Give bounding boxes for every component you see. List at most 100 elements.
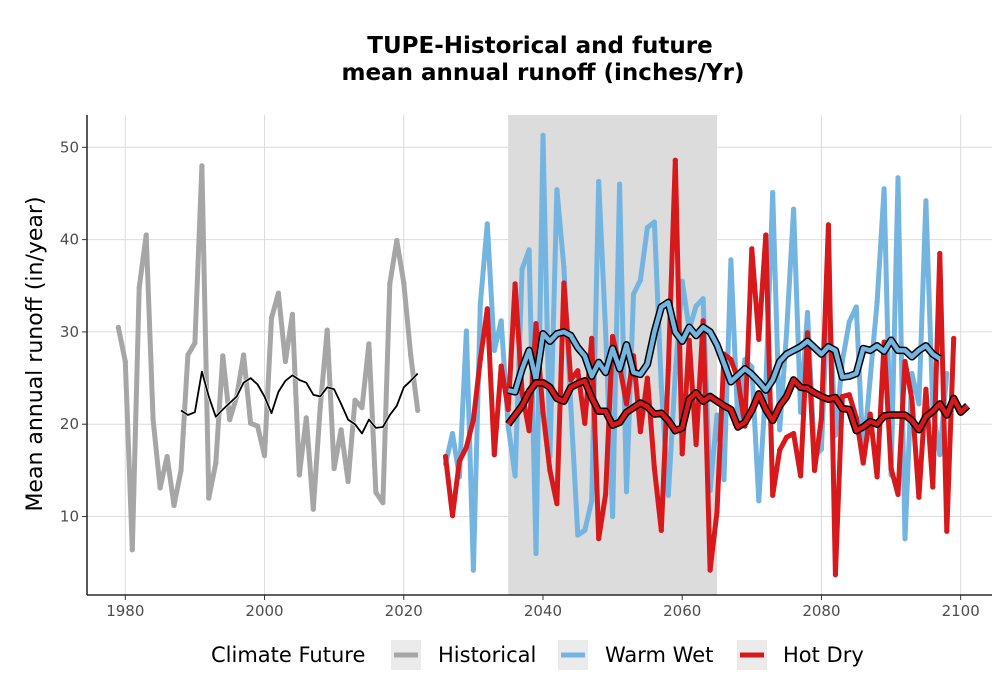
x-tick-label: 2060 — [663, 602, 701, 620]
data-point-hot-dry — [895, 491, 901, 497]
data-point-hot-dry — [777, 447, 783, 453]
data-point-historical — [192, 340, 198, 346]
data-point-warm-wet — [721, 477, 727, 483]
smoothed-lines — [180, 298, 971, 435]
data-point-historical — [171, 502, 177, 509]
data-point-historical — [387, 281, 393, 287]
axes: 10 20 30 40 50 1980 2000 2020 2040 2060 2080 2100 — [60, 115, 992, 620]
x-tick-label: 2100 — [942, 602, 980, 620]
data-point-hot-dry — [811, 467, 818, 473]
data-point-warm-wet — [909, 370, 915, 377]
data-point-hot-dry — [540, 409, 546, 415]
data-point-historical — [331, 465, 337, 472]
data-point-hot-dry — [888, 465, 894, 472]
data-point-hot-dry — [547, 467, 553, 473]
data-point-historical — [373, 489, 379, 496]
data-point-historical — [289, 311, 295, 317]
data-point-historical — [352, 397, 358, 403]
data-point-historical — [185, 352, 191, 358]
data-point-warm-wet — [463, 328, 469, 334]
data-point-hot-dry — [846, 392, 852, 398]
data-point-hot-dry — [798, 473, 804, 479]
x-tick-label: 2020 — [385, 602, 423, 620]
data-point-warm-wet — [484, 221, 490, 227]
data-point-warm-wet — [575, 532, 581, 538]
legend: Climate Future Historical Warm Wet Hot D… — [211, 640, 864, 670]
data-point-warm-wet — [714, 412, 720, 418]
data-point-hot-dry — [679, 451, 685, 457]
data-point-warm-wet — [665, 492, 671, 498]
legend-label-historical: Historical — [438, 643, 536, 667]
data-point-hot-dry — [610, 333, 616, 340]
data-point-warm-wet — [728, 257, 734, 263]
data-point-hot-dry — [923, 386, 929, 392]
data-point-warm-wet — [651, 219, 658, 225]
data-point-hot-dry — [470, 417, 476, 423]
data-point-historical — [394, 237, 400, 244]
data-point-hot-dry — [818, 416, 825, 422]
data-point-hot-dry — [456, 458, 462, 464]
data-point-warm-wet — [881, 186, 887, 192]
chart-title-line1: TUPE-Historical and future — [367, 33, 712, 59]
data-point-warm-wet — [902, 536, 908, 542]
data-point-hot-dry — [700, 318, 706, 324]
data-point-warm-wet — [603, 328, 609, 334]
data-point-warm-wet — [470, 567, 476, 573]
data-point-warm-wet — [498, 318, 504, 324]
data-point-hot-dry — [644, 375, 651, 381]
data-point-warm-wet — [617, 181, 623, 187]
hot-dry-smoothed-line — [506, 377, 970, 433]
data-point-hot-dry — [651, 465, 658, 472]
data-point-warm-wet — [944, 370, 950, 377]
data-point-hot-dry — [449, 513, 456, 519]
data-point-hot-dry — [672, 157, 678, 163]
data-point-warm-wet — [749, 364, 755, 370]
data-point-historical — [296, 472, 302, 478]
data-point-hot-dry — [951, 335, 957, 341]
data-point-hot-dry — [533, 321, 539, 327]
data-point-historical — [122, 358, 128, 365]
data-point-historical — [178, 467, 184, 473]
data-point-historical — [227, 417, 233, 423]
data-point-historical — [220, 353, 226, 359]
data-point-hot-dry — [930, 484, 936, 490]
data-point-hot-dry — [749, 246, 755, 252]
data-point-historical — [345, 478, 351, 485]
data-point-hot-dry — [874, 474, 880, 480]
data-point-warm-wet — [568, 403, 574, 409]
data-point-warm-wet — [630, 291, 637, 297]
data-point-hot-dry — [477, 357, 483, 363]
data-point-warm-wet — [756, 498, 762, 504]
data-point-warm-wet — [554, 187, 560, 193]
data-point-hot-dry — [575, 368, 581, 374]
chart-title-line2: mean annual runoff (inches/Yr) — [341, 60, 744, 86]
data-point-historical — [143, 232, 149, 238]
x-tick-label: 2040 — [524, 602, 562, 620]
data-point-hot-dry — [484, 306, 490, 312]
data-point-hot-dry — [568, 377, 574, 383]
x-tick-label: 2080 — [802, 602, 840, 620]
data-point-hot-dry — [637, 429, 644, 435]
y-axis-title: Mean annual runoff (in/year) — [23, 196, 48, 511]
data-point-historical — [248, 420, 254, 426]
data-point-warm-wet — [923, 198, 929, 204]
data-point-historical — [338, 427, 344, 433]
data-point-warm-wet — [512, 473, 518, 479]
data-point-hot-dry — [791, 430, 797, 437]
x-tick-label: 2000 — [245, 602, 283, 620]
data-point-hot-dry — [763, 232, 769, 238]
data-point-warm-wet — [623, 489, 630, 495]
y-tick-label: 30 — [60, 323, 79, 341]
data-point-historical — [282, 358, 288, 365]
data-point-warm-wet — [526, 247, 532, 253]
data-point-hot-dry — [512, 281, 518, 287]
data-point-historical — [380, 500, 386, 506]
data-point-hot-dry — [589, 335, 595, 341]
data-point-warm-wet — [449, 430, 456, 437]
data-point-historical — [206, 495, 212, 501]
data-point-hot-dry — [665, 367, 671, 373]
data-point-hot-dry — [603, 491, 609, 497]
data-point-hot-dry — [623, 401, 630, 407]
data-point-warm-wet — [491, 347, 497, 353]
data-point-hot-dry — [728, 357, 734, 363]
